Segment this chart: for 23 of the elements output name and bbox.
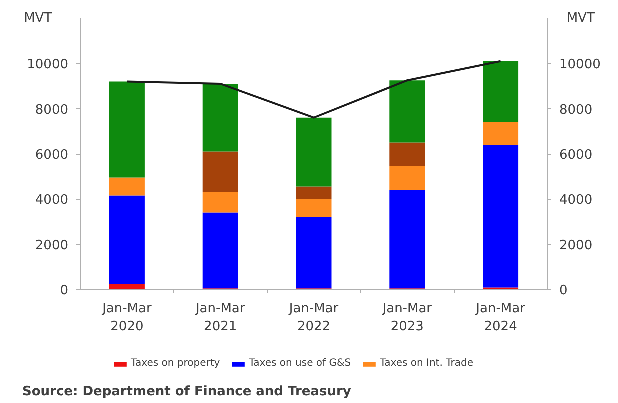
x-tick-label: Jan-Mar 2020: [102, 302, 152, 334]
y2-tick-label: 4000: [560, 193, 593, 208]
y2-tick-label: 8000: [560, 102, 593, 118]
y2-tick-label: 0: [560, 284, 568, 298]
y2-axis-title: MVT: [566, 11, 595, 26]
x-tick-label: Jan-Mar 2024: [475, 302, 526, 334]
source-note: Source: Department of Finance and Treasury: [22, 384, 352, 400]
y2-tick-label: 10000: [560, 58, 601, 73]
legend-label: Taxes on Int. Trade: [380, 358, 474, 369]
x-tick-label: Jan-Mar 2023: [382, 302, 433, 334]
y-tick-label: 10000: [27, 58, 69, 73]
y-axis-title: MVT: [24, 11, 52, 26]
x-tick-label: Jan-Mar 2022: [288, 302, 340, 334]
y-tick-label: 0: [60, 284, 69, 298]
x-tick-label: Jan-Mar 2021: [194, 302, 246, 334]
legend-label: Taxes on use of G&S: [249, 358, 352, 369]
y2-tick-label: 2000: [560, 238, 593, 254]
y-tick-label: 8000: [35, 102, 69, 118]
y-tick-label: 4000: [35, 193, 69, 208]
legend-label: Taxes on property: [131, 358, 220, 369]
y-tick-label: 6000: [35, 148, 69, 163]
y2-tick-label: 6000: [560, 148, 593, 163]
y-tick-label: 2000: [35, 238, 69, 254]
